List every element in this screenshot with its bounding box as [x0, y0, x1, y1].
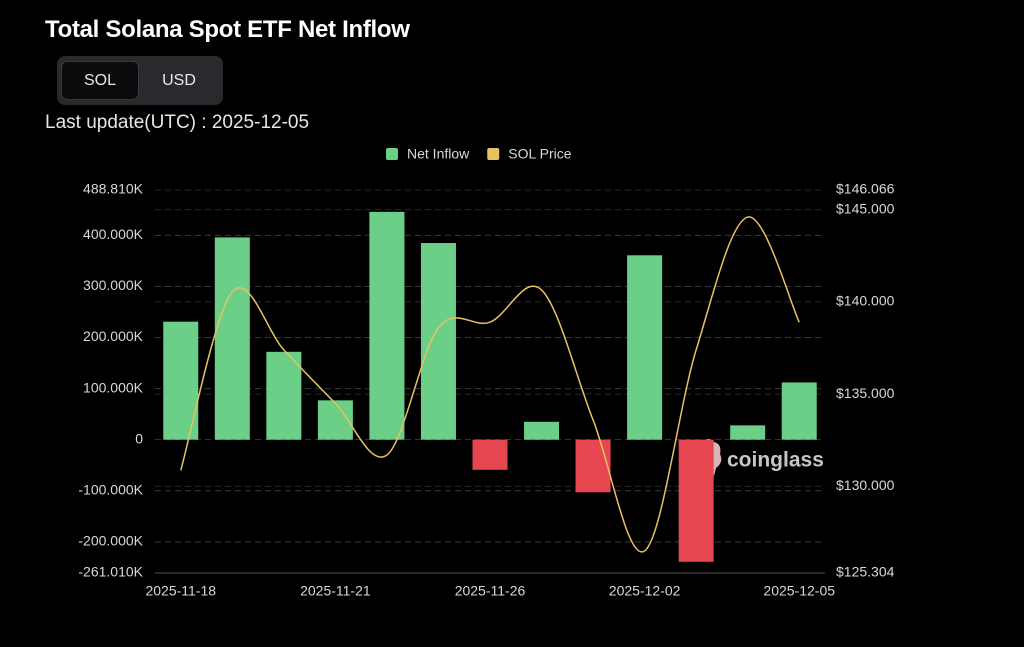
- tab-usd[interactable]: USD: [162, 72, 196, 89]
- y-tick-label: 488.810K: [83, 181, 144, 197]
- y2-tick-label: $135.000: [836, 385, 895, 401]
- watermark-text: coinglass: [727, 449, 824, 472]
- bar: [420, 243, 456, 440]
- y2-tick-label: $125.304: [836, 564, 895, 580]
- bar: [472, 439, 508, 470]
- y2-tick-label: $145.000: [836, 200, 895, 216]
- bar: [575, 439, 611, 493]
- unit-toggle: SOL USD: [57, 56, 223, 105]
- y-tick-label: -100.000K: [78, 481, 143, 497]
- y-tick-label: -200.000K: [78, 533, 143, 549]
- y2-tick-label: $140.000: [836, 293, 895, 309]
- bar: [730, 425, 766, 440]
- x-tick-label: 2025-12-02: [609, 583, 681, 599]
- legend-label: SOL Price: [508, 146, 571, 162]
- bar: [781, 382, 817, 440]
- price-line: [180, 216, 800, 553]
- y2-tick-label: $130.000: [836, 477, 895, 493]
- y-tick-label: 200.000K: [83, 328, 144, 344]
- legend-label: Net Inflow: [407, 146, 470, 162]
- bar: [214, 237, 250, 440]
- y-tick-label: 0: [135, 430, 143, 446]
- bar: [678, 439, 714, 562]
- bar: [524, 421, 560, 440]
- bar: [266, 351, 302, 440]
- y2-tick-label: $146.066: [836, 181, 895, 197]
- last-update: Last update(UTC) : 2025-12-05: [45, 112, 310, 133]
- tab-sol[interactable]: SOL: [61, 61, 139, 100]
- bar: [369, 211, 405, 440]
- x-tick-label: 2025-11-18: [145, 583, 216, 599]
- y-tick-label: -261.010K: [78, 564, 143, 580]
- y-tick-label: 100.000K: [83, 379, 144, 395]
- y-tick-label: 300.000K: [83, 277, 144, 293]
- page-title: Total Solana Spot ETF Net Inflow: [45, 16, 410, 43]
- x-tick-label: 2025-11-26: [455, 583, 526, 599]
- x-tick-label: 2025-11-21: [300, 583, 371, 599]
- bar: [627, 255, 663, 440]
- y-tick-label: 400.000K: [83, 226, 144, 242]
- legend-swatch: [386, 148, 398, 160]
- legend-swatch: [487, 148, 500, 160]
- x-tick-label: 2025-12-05: [763, 583, 835, 599]
